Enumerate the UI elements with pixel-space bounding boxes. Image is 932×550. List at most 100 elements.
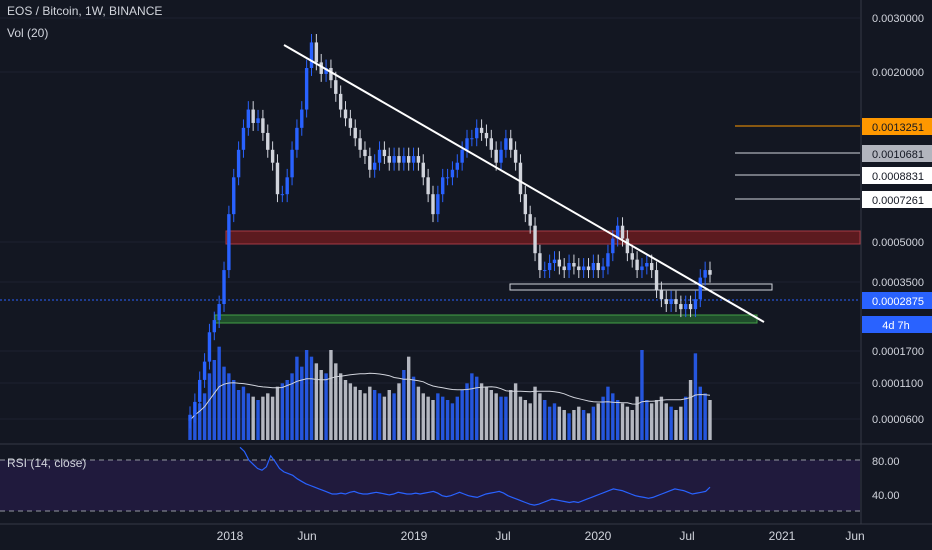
price-label-white-2: 0.0007261 xyxy=(872,195,924,207)
volume-bar xyxy=(202,393,207,440)
candle-body xyxy=(319,62,323,74)
candle-body xyxy=(455,162,459,170)
volume-bar xyxy=(329,350,333,440)
candle-body xyxy=(475,127,479,139)
volume-bar xyxy=(664,403,668,440)
volume-bar xyxy=(368,386,372,440)
volume-bar xyxy=(523,400,528,440)
volume-bar xyxy=(674,410,678,440)
candle-body xyxy=(557,259,562,267)
candle-body xyxy=(489,138,494,150)
volume-bar xyxy=(591,406,596,440)
resistance-zone xyxy=(225,230,861,245)
volume-bar xyxy=(601,396,605,440)
volume-bar xyxy=(693,353,698,440)
price-tick: 0.0020000 xyxy=(872,67,924,79)
candle-body xyxy=(606,253,610,267)
time-tick: Jul xyxy=(679,529,694,543)
candle-body xyxy=(708,270,712,275)
candle-body xyxy=(625,238,630,254)
rsi-band xyxy=(0,460,860,511)
volume-bar xyxy=(460,390,464,440)
candle-body xyxy=(620,225,625,239)
time-tick: Jul xyxy=(495,529,510,543)
volume-bar xyxy=(557,406,562,440)
candle-body xyxy=(645,263,649,267)
candle-body xyxy=(275,162,280,195)
candle-body xyxy=(552,259,557,264)
candle-body xyxy=(324,68,328,74)
volume-bars xyxy=(188,346,712,440)
volume-bar xyxy=(246,393,251,440)
candle-body xyxy=(450,169,455,178)
volume-bar xyxy=(586,413,591,440)
volume-bar xyxy=(261,396,265,440)
candle-body xyxy=(591,263,596,271)
volume-bar xyxy=(669,406,673,440)
candle-body xyxy=(630,253,634,260)
time-tick: Jun xyxy=(845,529,864,543)
volume-bar xyxy=(411,376,416,440)
current-price-label-bg xyxy=(862,292,932,309)
candle-body xyxy=(207,332,212,362)
time-tick: 2020 xyxy=(585,529,612,543)
rsi-line xyxy=(239,446,711,506)
candlesticks xyxy=(188,34,712,429)
candle-body xyxy=(212,320,216,333)
candle-body xyxy=(504,138,508,150)
candle-body xyxy=(314,42,319,63)
volume-legend: Vol (20) xyxy=(7,26,49,40)
candle-body xyxy=(581,266,586,271)
volume-bar xyxy=(581,410,586,440)
volume-bar xyxy=(402,370,406,440)
volume-bar xyxy=(547,406,552,440)
volume-bar xyxy=(625,406,630,440)
candle-body xyxy=(368,156,372,170)
candle-body xyxy=(528,214,532,226)
candle-body xyxy=(397,156,401,163)
candle-body xyxy=(295,127,299,150)
volume-bar xyxy=(397,383,401,440)
candle-body xyxy=(470,138,474,140)
volume-ma-line xyxy=(189,372,711,421)
volume-bar xyxy=(217,346,221,440)
volume-bar xyxy=(382,396,387,440)
price-label-white: 0.0008831 xyxy=(872,171,924,183)
candle-body xyxy=(251,109,255,123)
time-tick: 2018 xyxy=(217,529,244,543)
volume-bar xyxy=(421,393,425,440)
candle-body xyxy=(382,149,387,157)
candle-body xyxy=(562,266,566,271)
volume-bar xyxy=(431,400,435,440)
volume-bar xyxy=(445,400,450,440)
trendline[interactable] xyxy=(283,44,765,323)
volume-bar xyxy=(635,396,639,440)
volume-bar xyxy=(275,386,280,440)
candle-body xyxy=(266,132,270,150)
countdown-label-bg xyxy=(862,316,932,333)
price-axis[interactable]: 0.0030000 0.0020000 0.0005000 0.0003500 … xyxy=(872,13,924,426)
volume-bar xyxy=(338,373,343,440)
candle-body xyxy=(479,127,484,133)
candle-body xyxy=(577,266,581,271)
candle-body xyxy=(392,156,396,163)
candle-body xyxy=(222,270,226,305)
price-tick: 0.0001100 xyxy=(872,378,923,390)
candle-body xyxy=(533,225,537,254)
volume-bar xyxy=(358,390,362,440)
time-axis[interactable]: 2018 Jun 2019 Jul 2020 Jul 2021 Jun xyxy=(217,529,865,543)
candle-body xyxy=(465,138,469,150)
volume-bar xyxy=(465,383,469,440)
candle-body xyxy=(358,138,362,150)
candle-body xyxy=(688,304,693,310)
candle-body xyxy=(543,270,547,272)
volume-bar xyxy=(455,396,459,440)
volume-bar xyxy=(654,400,659,440)
candle-body xyxy=(674,299,678,305)
candle-body xyxy=(460,149,464,163)
volume-bar xyxy=(596,403,600,440)
volume-bar xyxy=(295,356,299,440)
candle-body xyxy=(684,304,688,310)
candle-body xyxy=(377,149,382,163)
